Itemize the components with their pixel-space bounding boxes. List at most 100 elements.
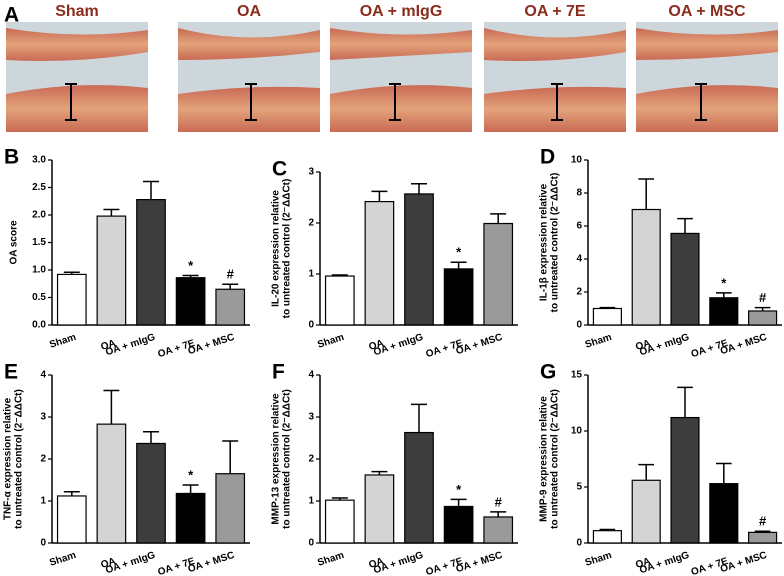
error-bar [754,530,771,533]
y-tick-label: 1.5 [32,237,46,248]
y-axis-label: to untreated control (2⁻ΔΔCt) [14,389,25,529]
bar [175,492,206,544]
error-bar [103,208,120,217]
y-tick-label: 6 [576,221,582,232]
tissue-lower [636,85,778,132]
y-axis-label: MMP-9 expression relative [539,396,550,522]
x-tick-label: OA + mIgG [638,550,691,576]
histology-images [6,22,778,132]
error-bar [677,386,693,418]
bar [364,474,395,544]
error-bar [222,440,239,474]
y-tick-label: 2 [576,287,582,298]
image-title: OA [237,3,261,20]
x-tick-label: OA + MSC [187,550,236,575]
x-tick-label: OA + mIgG [104,332,157,358]
bar [631,208,661,326]
x-tick-label: Sham [584,550,613,569]
y-tick-label: 4 [40,370,46,381]
tissue-upper [484,28,626,61]
thickness-marker [65,83,77,121]
thickness-marker [245,83,257,121]
bar [324,499,355,544]
error-bar [331,274,348,277]
y-tick-label: 0 [576,320,582,331]
image-title: OA + MSC [668,3,746,20]
y-axis-label: to untreated control (2⁻ΔΔCt) [550,389,561,529]
significance-marker: # [227,267,235,282]
error-bar [715,292,732,298]
y-tick-label: 3 [40,412,46,423]
significance-marker: * [721,275,727,290]
y-tick-label: 5 [576,482,582,493]
error-bar [143,180,159,200]
thickness-marker [551,83,563,121]
image-title: OA + mIgG [360,3,443,20]
y-tick-label: 0 [308,538,314,549]
x-tick-label: OA [99,556,117,571]
x-tick-label: Sham [316,550,345,569]
y-tick-label: 0.0 [32,320,46,331]
y-tick-label: 0.5 [32,292,46,303]
error-bar [411,182,427,194]
bar [483,516,514,544]
significance-marker: # [759,514,767,529]
bar [215,473,246,544]
bar [404,193,434,326]
bar [96,423,127,544]
panel-label: F [272,361,285,384]
thickness-marker [695,83,707,121]
x-tick-label: OA + MSC [187,332,236,357]
bar [670,232,700,326]
bar [96,215,127,326]
thickness-marker [389,83,401,121]
x-tick-label: OA [367,338,385,353]
bar [748,531,778,544]
significance-marker: * [188,258,194,273]
error-bar [638,463,655,481]
error-bar [599,306,616,309]
bar [175,277,206,326]
error-bar [715,462,732,484]
y-axis-label: TNF-α expression relative [3,397,14,520]
x-tick-label: OA + mIgG [638,332,691,358]
y-axis-label: IL-20 expression relative [271,190,282,307]
bar [364,200,395,326]
significance-marker: # [759,290,767,305]
error-bar [103,389,120,425]
y-tick-label: 3 [308,412,314,423]
error-bar [182,274,199,278]
bar [592,307,622,326]
bar [215,288,246,326]
x-tick-label: OA [99,338,117,353]
y-tick-label: 3.0 [32,155,46,166]
y-tick-label: 1 [308,269,314,280]
x-tick-label: OA [634,338,652,353]
error-bar [450,498,467,507]
y-axis-label: MMP-13 expression relative [271,393,282,525]
bar [709,297,739,326]
error-bar [599,528,616,531]
bar [136,442,166,544]
x-tick-label: OA + mIgG [104,550,157,576]
error-bar [63,491,80,496]
tissue-upper [636,28,778,60]
x-tick-label: Sham [316,332,345,351]
significance-marker: * [456,245,462,260]
error-bar [411,403,427,433]
y-tick-label: 10 [571,426,583,437]
bar [592,530,622,544]
image-title: Sham [55,3,99,20]
x-tick-label: Sham [584,332,613,351]
y-axis-label: to untreated control (2⁻ΔΔCt) [282,389,293,529]
significance-marker: * [188,467,194,482]
y-tick-label: 0 [308,320,314,331]
y-tick-label: 4 [308,370,314,381]
bar [56,495,87,544]
x-tick-label: OA + MSC [455,332,504,357]
bar [404,431,434,544]
y-axis-label: IL-1β expression relative [539,183,550,301]
bar [670,416,700,544]
tissue-upper [330,28,472,60]
tissue-lower [6,85,148,132]
